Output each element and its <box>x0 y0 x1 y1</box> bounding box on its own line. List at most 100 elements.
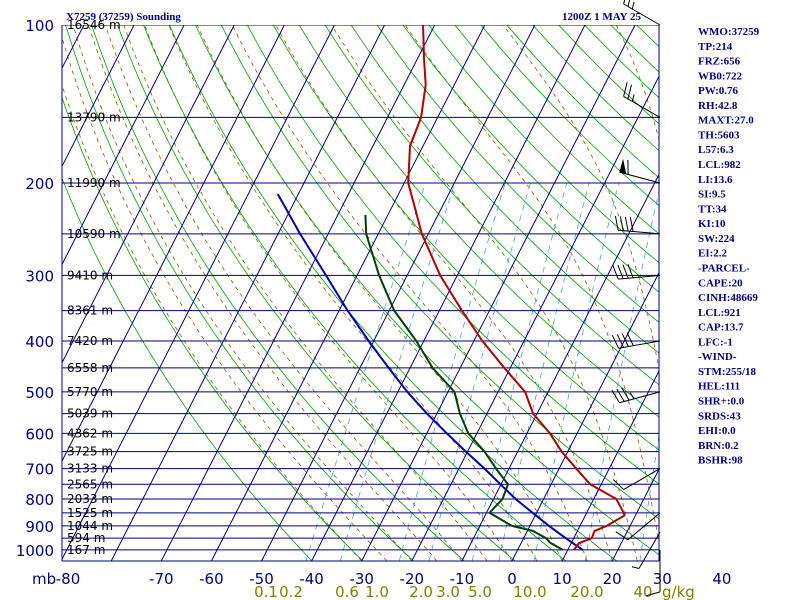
stability-index: EHI:0.0 <box>698 425 736 437</box>
isotherm <box>62 25 335 561</box>
dry-adiabat <box>62 177 313 561</box>
pressure-tick-label: 900 <box>25 518 54 536</box>
isotherm <box>461 173 659 561</box>
stability-index: WMO:37259 <box>698 26 760 38</box>
dry-adiabat <box>298 25 659 418</box>
barb-full <box>629 217 634 232</box>
height-label: 11990 m <box>67 176 121 190</box>
height-label: 2565 m <box>67 477 113 491</box>
isotherm <box>561 369 659 561</box>
temperature-tick-label: -30 <box>349 570 374 588</box>
barb-full <box>619 216 624 231</box>
moist-adiabat <box>88 25 438 561</box>
mixing-ratio-line <box>533 182 619 561</box>
dry-adiabat <box>324 25 659 386</box>
plot-frame <box>61 25 660 562</box>
barb-full <box>623 0 626 5</box>
wind-barb <box>645 549 661 597</box>
pressure-axis: 100 200 300 400 500 600 700 800 900 1000 mb <box>16 17 56 588</box>
pressure-tick-label: 1000 <box>16 542 54 560</box>
mixing-ratio-label: 2.0 <box>409 583 433 600</box>
barb-shaft <box>618 274 661 280</box>
mixing-ratio-line <box>398 182 506 561</box>
mixing-ratio-label: g/kg <box>662 583 695 600</box>
barb-shaft <box>623 468 661 491</box>
barb-half <box>631 1 635 10</box>
height-label: 9410 m <box>67 268 113 282</box>
stability-indices-panel: WMO:37259 TP:214 FRZ:656 WB0:722 PW:0.76 RH:4… <box>698 26 760 467</box>
temperature-trace <box>407 25 626 551</box>
wind-barb <box>612 264 661 280</box>
isotherm <box>210 25 486 561</box>
barb-full <box>615 531 629 541</box>
moist-adiabat <box>72 25 413 561</box>
moist-adiabat <box>144 25 513 561</box>
mixing-ratio-label: 3.0 <box>436 583 460 600</box>
moist-adiabat <box>404 25 659 545</box>
wind-barb <box>612 468 661 491</box>
sounding-time: 1200Z 1 MAY 25 <box>562 11 641 23</box>
mixing-ratio-label: 0.2 <box>279 583 303 600</box>
barb-full <box>612 479 624 490</box>
stability-index: BRN:0.2 <box>698 440 739 452</box>
barb-shaft <box>619 391 661 404</box>
height-label: 5770 m <box>67 385 113 399</box>
stability-index: FRZ:656 <box>698 56 741 68</box>
moist-adiabat <box>275 25 613 561</box>
barb-half <box>631 94 635 102</box>
wind-barb <box>619 158 661 184</box>
stability-index: LI:13.6 <box>698 174 733 186</box>
stability-index: RH:42.8 <box>698 100 738 112</box>
barb-full <box>616 334 625 348</box>
temperature-tick-label: -40 <box>299 570 324 588</box>
moist-adiabat <box>62 83 362 561</box>
dry-adiabat <box>62 96 364 561</box>
barb-full <box>614 215 619 231</box>
height-label: 1525 m <box>67 506 113 520</box>
stability-index: TP:214 <box>698 41 733 53</box>
stability-index: STM:255/18 <box>698 366 757 378</box>
stability-index: -PARCEL- <box>698 262 750 274</box>
height-label: 3725 m <box>67 445 113 459</box>
barb-full <box>621 387 630 401</box>
dewpoint-trace <box>364 214 564 551</box>
moist-adiabat <box>196 25 563 561</box>
stability-index: KI:10 <box>698 218 726 230</box>
stability-index: PW:0.76 <box>698 85 739 97</box>
height-label: 6558 m <box>67 361 113 375</box>
barb-full <box>621 333 629 347</box>
temperature-axis: -80 -70 -60 -50 -40 -30 -20 -10 0 10 20 30 40 <box>56 570 732 588</box>
stability-index: TH:5603 <box>698 129 740 141</box>
temperature-tick-label: -10 <box>450 570 475 588</box>
barb-full <box>611 389 620 404</box>
barb-full <box>627 0 631 7</box>
dry-adiabat <box>117 25 516 561</box>
stability-index: LFC:-1 <box>698 336 733 348</box>
dry-adiabat <box>195 25 659 556</box>
height-label: 5039 m <box>67 407 113 421</box>
isotherm <box>62 25 285 463</box>
temperature-tick-label: -50 <box>249 570 274 588</box>
temperature-tick-label: 40 <box>712 570 731 588</box>
moist-adiabat <box>123 25 488 561</box>
mixing-ratio-line <box>428 182 531 561</box>
temperature-tick-label: -60 <box>199 570 224 588</box>
stability-index: LCL:982 <box>698 159 741 171</box>
pressure-tick-label: 300 <box>25 267 54 285</box>
barb-full <box>626 332 634 346</box>
wind-barb <box>623 0 661 26</box>
wind-barb <box>615 512 661 541</box>
mixing-ratio-label: 20.0 <box>570 583 603 600</box>
pressure-tick-label: 800 <box>25 491 54 509</box>
dry-adiabat <box>350 25 659 354</box>
dry-adiabat <box>428 25 659 264</box>
moist-adiabat <box>168 25 538 561</box>
pressure-tick-label: 500 <box>25 384 54 402</box>
stability-index: CAP:13.7 <box>698 322 744 334</box>
isotherm <box>611 468 659 561</box>
isotherm <box>361 25 636 561</box>
stability-index: MAXT:27.0 <box>698 115 754 127</box>
wind-barb <box>614 215 661 235</box>
barb-full <box>616 388 625 402</box>
